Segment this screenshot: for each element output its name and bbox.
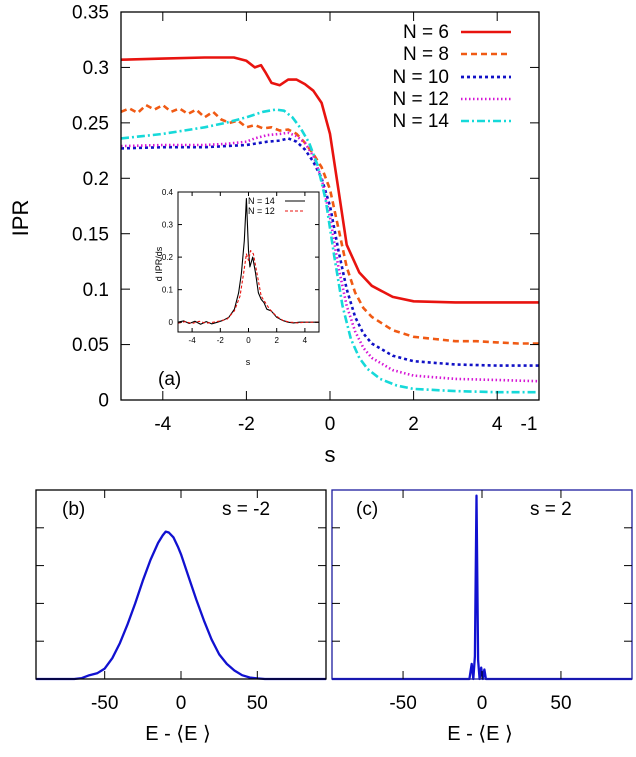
panel-c-line-distribution [332, 494, 632, 681]
inset-series [177, 197, 319, 325]
panel-b-ticks: -50 0 50 [36, 490, 326, 714]
y-tick-label: 0.2 [162, 253, 174, 262]
x-tick-label: -4 [154, 414, 171, 435]
y-tick-label: 0.15 [72, 224, 109, 245]
x-tick-label: 0 [246, 336, 251, 345]
panel-c-series [332, 494, 632, 681]
legend-label-n8: N = 8 [403, 44, 449, 65]
legend-entry-n12: N = 12 [392, 89, 511, 110]
legend-label-n6: N = 6 [403, 22, 449, 43]
panel-c-annotation: s = 2 [530, 499, 572, 520]
x-tick-label: -2 [217, 336, 225, 345]
x-tick-label: 50 [550, 693, 571, 714]
y-tick-label: 0.25 [72, 114, 109, 135]
y-tick-label: 0.4 [162, 188, 174, 197]
panel-a-series [120, 56, 540, 394]
panel-a-legend: N = 6 N = 8 N = 10 N = 12 N = 14 [392, 22, 511, 132]
ipr-line-n-6 [120, 56, 539, 304]
panel-a-label: (a) [158, 369, 181, 390]
extra-xtick-label: -1 [521, 414, 538, 435]
panel-c: -50 0 50 (c) s = 2 E - ⟨E ⟩ [331, 489, 633, 745]
x-tick-label: -4 [189, 336, 197, 345]
ipr-line-n-10 [120, 137, 539, 367]
legend-label-n14: N = 14 [392, 111, 449, 132]
ipr-line-n-8 [120, 103, 539, 345]
x-tick-label: -2 [238, 414, 255, 435]
panel-b-xlabel: E - ⟨E ⟩ [145, 723, 211, 745]
x-tick-label: 4 [492, 414, 503, 435]
x-tick-label: 0 [477, 693, 488, 714]
legend-label-n12: N = 12 [392, 89, 449, 110]
panel-c-xlabel: E - ⟨E ⟩ [447, 723, 513, 745]
y-tick-label: 0.2 [83, 169, 109, 190]
y-tick-label: 0.35 [72, 3, 109, 24]
inset-background [178, 192, 319, 332]
inset-line-n-12 [177, 250, 319, 325]
x-tick-label: 0 [325, 414, 336, 435]
inset-legend: N = 14 N = 12 [248, 196, 305, 216]
inset-legend-label-n12: N = 12 [248, 206, 275, 216]
legend-entry-n8: N = 8 [403, 44, 511, 65]
y-tick-label: 0 [98, 391, 109, 412]
x-tick-label: 2 [274, 336, 279, 345]
panel-a-ticks: -4 -2 0 2 4 0 0.05 0.1 0.15 0.2 0.25 0.3 0.35 [72, 3, 539, 435]
y-tick-label: 0 [169, 318, 174, 327]
x-tick-label: 0 [176, 693, 187, 714]
inset-ylabel: d IPR/ds [154, 246, 164, 281]
panel-b-annotation: s = -2 [222, 499, 270, 520]
panel-b: -50 0 50 (b) s = -2 E - ⟨E ⟩ [35, 489, 327, 745]
panel-a: -4 -2 0 2 400.050.10.150.20.250.30.35 IPR s … [8, 3, 540, 467]
x-tick-label: 2 [408, 414, 419, 435]
x-tick-label: -50 [91, 693, 118, 714]
legend-entry-n6: N = 6 [403, 22, 511, 43]
inset-legend-label-n14: N = 14 [248, 196, 275, 206]
y-tick-label: 0.3 [83, 58, 109, 79]
legend-entry-n14: N = 14 [392, 111, 511, 132]
panel-b-series [36, 530, 326, 681]
inset-chart: -4 -2 0 2 4 0 0.1 0.2 0.3 0.4 d IPR/ds s N = 14 N… [154, 188, 320, 367]
x-tick-label: -50 [389, 693, 416, 714]
panel-a-xlabel: s [325, 442, 336, 467]
y-tick-label: 0.1 [83, 280, 109, 301]
x-tick-label: 50 [247, 693, 268, 714]
inset-xlabel: s [246, 357, 251, 367]
panel-c-label: (c) [356, 499, 378, 520]
panel-b-label: (b) [62, 499, 85, 520]
panel-c-ticks: -50 0 50 [332, 490, 632, 714]
panel-b-line-distribution [36, 530, 326, 681]
y-tick-label: 0.05 [72, 335, 109, 356]
y-tick-label: 0.3 [162, 220, 174, 229]
panel-a-ylabel: IPR [8, 200, 33, 237]
inset-ticks: -4 -2 0 2 4 0 0.1 0.2 0.3 0.4 [162, 188, 319, 345]
y-tick-label: 0.1 [162, 285, 174, 294]
x-tick-label: 4 [303, 336, 308, 345]
legend-label-n10: N = 10 [392, 67, 449, 88]
legend-entry-n10: N = 10 [392, 67, 511, 88]
ipr-line-n-14 [120, 108, 539, 394]
